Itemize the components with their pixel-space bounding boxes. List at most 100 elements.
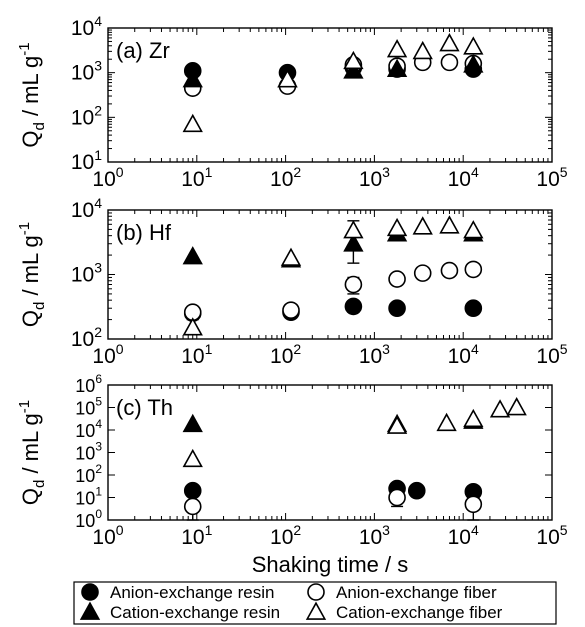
y-tick-label: 104	[71, 13, 102, 40]
series-anion-exchange-resin	[183, 297, 483, 323]
x-tick-exponent: 5	[560, 164, 568, 180]
x-tick-exponent: 4	[471, 522, 479, 538]
y-tick-label: 103	[75, 440, 102, 464]
x-tick-label: 105	[536, 522, 567, 549]
y-tick-label: 103	[71, 58, 102, 85]
series-anion-exchange-fiber	[183, 488, 483, 521]
y-tick-base: 10	[71, 328, 94, 351]
data-point-circle	[344, 297, 363, 316]
series-cation-exchange-resin	[182, 54, 484, 88]
x-tick-exponent: 3	[382, 341, 390, 357]
x-tick-label: 102	[270, 341, 301, 368]
y-tick-exponent: 5	[95, 395, 102, 409]
x-tick-exponent: 0	[116, 164, 124, 180]
y-tick-base: 10	[71, 17, 94, 40]
y-tick-label: 102	[71, 324, 102, 351]
x-tick-base: 10	[92, 345, 115, 368]
x-tick-base: 10	[181, 168, 204, 191]
data-point-triangle	[343, 220, 364, 239]
y-tick-base: 10	[75, 376, 95, 396]
series-anion-exchange-resin	[183, 479, 483, 501]
data-point-triangle	[182, 246, 203, 265]
x-tick-exponent: 3	[382, 164, 390, 180]
x-tick-base: 10	[92, 168, 115, 191]
data-point-triangle	[280, 247, 302, 266]
data-point-circle	[440, 261, 459, 280]
y-axis-title: Qd / mL g-1	[16, 222, 48, 327]
x-tick-label: 104	[448, 164, 479, 191]
x-tick-exponent: 3	[382, 522, 390, 538]
y-tick-exponent: 4	[94, 13, 102, 29]
x-tick-exponent: 4	[471, 164, 479, 180]
y-tick-base: 10	[75, 399, 95, 419]
x-tick-base: 10	[448, 526, 471, 549]
series-cation-exchange-fiber	[182, 397, 527, 468]
x-tick-base: 10	[270, 168, 293, 191]
y-axis-title-unit: / mL g	[18, 413, 43, 479]
data-point-triangle	[439, 33, 460, 52]
x-tick-base: 10	[181, 526, 204, 549]
data-point-triangle	[463, 54, 484, 73]
x-tick-base: 10	[448, 345, 471, 368]
x-tick-label: 101	[181, 522, 212, 549]
data-point-circle	[388, 270, 406, 288]
y-tick-label: 105	[75, 395, 102, 419]
chart-panel-3: 100 101 102 103 104 105100101102103104105106Q…	[16, 372, 568, 549]
series-anion-exchange-fiber	[183, 260, 483, 322]
data-point-triangle	[182, 448, 203, 468]
data-point-triangle	[343, 60, 364, 79]
x-tick-label: 100	[92, 522, 123, 549]
data-point-triangle	[412, 216, 433, 235]
y-tick-base: 10	[75, 421, 95, 441]
x-tick-label: 101	[181, 341, 212, 368]
series-cation-exchange-resin	[182, 410, 484, 433]
y-tick-label: 104	[75, 417, 102, 441]
data-point-triangle	[439, 215, 460, 234]
legend-item: Cation-exchange fiber	[305, 601, 503, 622]
legend-items: Anion-exchange resin Anion-exchange fiber…	[79, 583, 503, 622]
data-point-circle	[413, 264, 432, 282]
y-tick-label: 101	[71, 147, 102, 174]
y-axis-title-sub: d	[31, 302, 48, 310]
y-axis-title-sub: d	[31, 480, 48, 488]
x-tick-exponent: 2	[293, 522, 301, 538]
y-tick-label: 102	[71, 102, 102, 129]
y-tick-base: 10	[75, 511, 95, 531]
x-tick-base: 10	[536, 345, 559, 368]
x-tick-base: 10	[359, 526, 382, 549]
data-point-circle	[282, 301, 300, 319]
y-tick-exponent: 2	[94, 102, 102, 118]
series-cation-exchange-resin	[182, 223, 484, 268]
data-point-triangle	[506, 397, 527, 416]
y-tick-label: 101	[75, 485, 102, 509]
legend-marker-triangle	[305, 601, 327, 620]
data-point-triangle	[182, 413, 203, 433]
series-anion-exchange-resin	[183, 58, 483, 82]
y-axis-title-main: Q	[18, 488, 43, 505]
x-tick-base: 10	[92, 526, 115, 549]
series-cation-exchange-fiber	[182, 33, 484, 133]
legend-item: Anion-exchange fiber	[307, 583, 497, 602]
x-tick-label: 103	[359, 341, 390, 368]
y-tick-exponent: 2	[95, 462, 102, 476]
plot-frame	[107, 209, 553, 340]
x-tick-label: 103	[359, 164, 390, 191]
y-tick-base: 10	[71, 62, 94, 85]
y-tick-base: 10	[75, 444, 95, 464]
y-axis-title-exponent: -1	[16, 222, 33, 235]
data-point-circle	[183, 497, 202, 516]
y-tick-base: 10	[71, 264, 94, 287]
y-tick-base: 10	[71, 199, 94, 222]
data-point-triangle	[182, 113, 203, 133]
x-tick-label: 102	[270, 164, 301, 191]
legend: Anion-exchange resin Anion-exchange fiber…	[73, 581, 557, 625]
x-tick-label: 103	[359, 522, 390, 549]
y-tick-exponent: 4	[94, 195, 102, 211]
x-tick-base: 10	[359, 168, 382, 191]
x-tick-label: 100	[92, 164, 123, 191]
legend-marker-circle	[81, 583, 99, 601]
data-point-circle	[344, 275, 363, 294]
data-point-triangle	[386, 217, 408, 237]
x-tick-exponent: 0	[116, 522, 124, 538]
